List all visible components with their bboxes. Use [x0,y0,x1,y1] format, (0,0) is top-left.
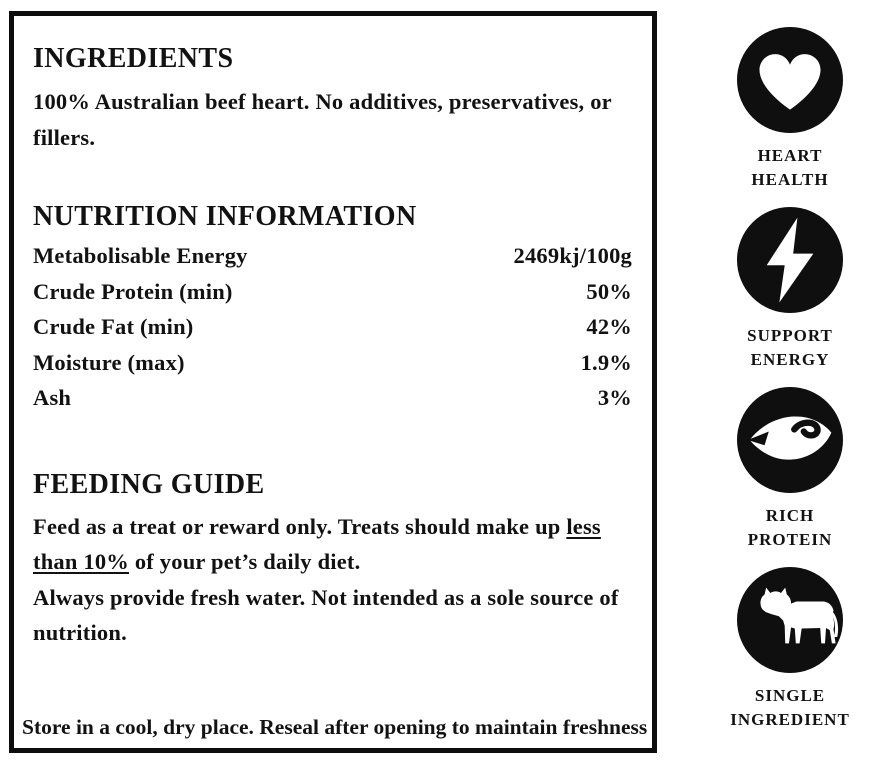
lightning-icon [737,207,843,313]
cow-icon [737,567,843,673]
feeding-text-post: of your pet’s daily diet. [129,549,361,574]
badge-rich-protein: RICH PROTEIN [737,387,843,552]
badge-label: SINGLE INGREDIENT [730,684,850,732]
nutrient-name: Crude Fat (min) [33,314,194,339]
nutrient-value: 42% [586,314,632,339]
benefit-badges: HEART HEALTH SUPPORT ENERGY RICH PROTEIN [710,27,870,732]
nutrient-name: Moisture (max) [33,349,185,375]
badge-label-line2: HEALTH [751,170,829,189]
badge-label-line1: HEART [757,146,823,165]
badge-label-line1: SUPPORT [747,326,833,345]
badge-heart-health: HEART HEALTH [737,27,843,192]
badge-support-energy: SUPPORT ENERGY [737,207,843,372]
nutrient-value: 3% [597,385,632,410]
nutrient-name: Ash [33,385,72,410]
table-row: Moisture (max) 1.9% [33,345,632,381]
nutrient-value: 2469kj/100g [513,243,632,268]
badge-label-line2: INGREDIENT [730,710,850,729]
badge-label-line2: ENERGY [750,350,830,369]
water-advice-text: Always provide fresh water. Not intended… [33,584,619,646]
heart-icon [737,27,843,133]
ingredients-heading: INGREDIENTS [33,43,234,74]
badge-label: SUPPORT ENERGY [747,324,833,372]
table-row: Crude Protein (min) 50% [33,274,632,310]
nutrition-heading: NUTRITION INFORMATION [33,201,417,232]
badge-label: HEART HEALTH [751,144,828,192]
feeding-text-underlined: less than 10% [33,513,601,575]
nutrition-table: Metabolisable Energy 2469kj/100g Crude P… [33,238,632,416]
badge-label-line1: SINGLE [754,686,826,705]
badge-single-ingredient: SINGLE INGREDIENT [730,567,850,732]
nutrition-panel: INGREDIENTS 100% Australian beef heart. … [9,11,657,753]
feeding-guide-text: Feed as a treat or reward only. Treats s… [33,509,632,580]
nutrient-value: 1.9% [580,349,632,375]
badge-label-line2: PROTEIN [747,530,833,549]
meat-icon [737,387,843,493]
nutrient-name: Crude Protein (min) [33,278,233,304]
nutrient-value: 50% [586,278,632,304]
badge-label: RICH PROTEIN [748,504,832,552]
nutrient-name: Metabolisable Energy [33,243,248,268]
table-row: Ash 3% [33,380,632,416]
ingredients-text: 100% Australian beef heart. No additives… [33,89,612,150]
storage-instructions: Store in a cool, dry place. Reseal after… [22,715,648,739]
badge-label-line1: RICH [765,506,815,525]
table-row: Crude Fat (min) 42% [33,309,632,345]
feeding-guide-heading: FEEDING GUIDE [33,468,265,500]
feeding-text-pre: Feed as a treat or reward only. Treats s… [33,513,567,539]
table-row: Metabolisable Energy 2469kj/100g [33,238,632,274]
